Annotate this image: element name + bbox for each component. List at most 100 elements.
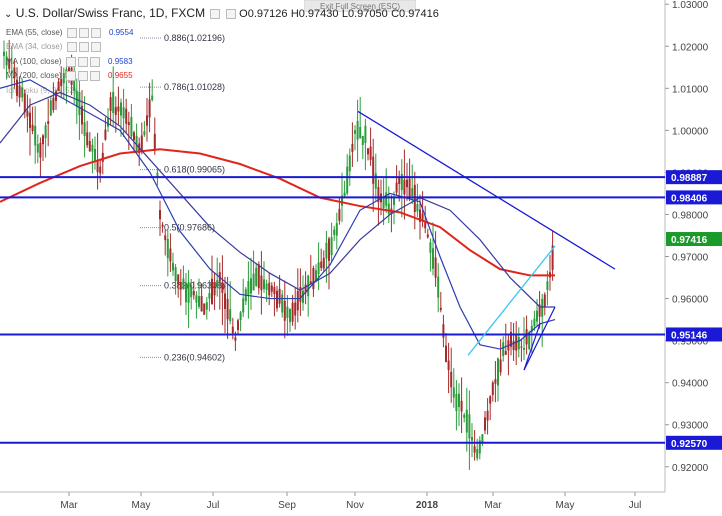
settings-icon[interactable] [78, 28, 89, 38]
candle-body [60, 79, 63, 87]
price-level-badge [666, 327, 722, 342]
indicator-ema55[interactable]: EMA (55, close) 0.9554 [6, 28, 133, 38]
price-level-label: 0.92570 [671, 439, 708, 450]
candle-body [523, 348, 525, 350]
candle-body [512, 340, 515, 351]
eye-icon[interactable] [65, 71, 76, 81]
indicator-ema34[interactable]: EMA (34, close) [6, 42, 101, 52]
candle-body [338, 208, 341, 221]
candle-body [31, 124, 34, 131]
fib-level-label: 0.786(1.01028) [164, 82, 225, 92]
y-tick-label: 1.02000 [672, 42, 709, 53]
candle-body [268, 282, 271, 296]
candle-body [34, 125, 37, 146]
collapse-icon[interactable]: ⌄ [4, 9, 13, 20]
indicator-ma100[interactable]: MA (100, close) 0.9583 [6, 57, 133, 67]
candle-body [122, 107, 125, 119]
ohlc-close: C0.97416 [391, 8, 439, 20]
candle-body [179, 281, 182, 290]
eye-icon[interactable] [66, 42, 77, 52]
fib-level-label: 0.618(0.99065) [164, 165, 225, 175]
candle-body [260, 275, 263, 291]
indicator-label: MA (100, close) [6, 57, 62, 67]
candle-body [286, 306, 289, 318]
descending-trendline [357, 110, 616, 270]
candle-body [525, 329, 528, 345]
y-tick-label: 0.98000 [672, 210, 709, 221]
candle-body [263, 279, 265, 289]
candle-body [78, 91, 81, 116]
candle-body [213, 283, 216, 296]
candle-body [315, 270, 317, 282]
candle-body [231, 326, 234, 334]
candle-body [270, 285, 273, 292]
candle-body [148, 99, 151, 118]
close-icon[interactable] [90, 42, 101, 52]
indicator-value: 0.9583 [108, 57, 133, 67]
candle-body [143, 131, 146, 136]
candle-body [442, 324, 445, 338]
candle-body [86, 132, 89, 146]
y-tick-label: 0.96000 [672, 295, 709, 306]
candle-body [39, 142, 42, 158]
candle-body [387, 203, 390, 215]
candle-body [166, 239, 169, 259]
candle-body [439, 307, 442, 310]
eye-icon[interactable] [210, 8, 221, 19]
candle-body [101, 152, 104, 162]
x-tick-label: Mar [60, 500, 78, 511]
candle-body [322, 257, 325, 269]
candle-body [382, 196, 385, 209]
settings-icon[interactable] [225, 8, 236, 19]
candle-body [432, 248, 434, 269]
candle-body [203, 303, 206, 315]
candle-body [114, 107, 117, 115]
price-axis [665, 0, 722, 516]
indicator-ma200[interactable]: MA (200, close) 0.9655 [6, 71, 133, 81]
candle-body [278, 288, 281, 304]
candle-body [408, 178, 411, 199]
candle-body [146, 115, 148, 126]
candle-body [68, 67, 70, 73]
eye-icon[interactable] [66, 28, 77, 38]
ascending-trendline [467, 245, 556, 356]
x-tick-label: May [556, 500, 575, 511]
candle-body [192, 290, 195, 296]
indicator-ichimoku[interactable]: Ichimoku (9, 26, 52) [6, 86, 77, 95]
candle-body [413, 184, 416, 213]
close-icon[interactable] [90, 28, 101, 38]
candle-body [309, 281, 312, 284]
current-price-badge [666, 232, 722, 247]
candle-body [161, 224, 164, 227]
candle-body [16, 79, 18, 96]
candle-body [328, 238, 330, 261]
candle-body [411, 188, 414, 196]
price-level-badge [666, 190, 722, 205]
candle-body [302, 290, 304, 303]
eye-icon[interactable] [65, 57, 76, 67]
price-level-label: 0.98406 [671, 193, 708, 204]
chart-legend: ⌄ U.S. Dollar/Swiss Franc, 1D, FXCM O0.9… [4, 6, 439, 20]
candle-body [169, 248, 172, 262]
ohlc-high: H0.97430 [290, 8, 339, 20]
settings-icon[interactable] [78, 42, 89, 52]
candle-body [536, 310, 538, 322]
close-icon[interactable] [89, 57, 100, 67]
candle-body [36, 144, 39, 153]
candle-body [159, 210, 161, 220]
candle-body [182, 278, 185, 289]
close-icon[interactable] [89, 71, 100, 81]
candle-body [47, 121, 50, 124]
candle-body [450, 371, 453, 388]
exit-fullscreen-button[interactable]: Exit Full Screen (ESC) [304, 0, 416, 12]
candle-body [107, 118, 109, 127]
candle-body [372, 156, 375, 184]
candle-body [385, 192, 388, 206]
settings-icon[interactable] [77, 57, 88, 67]
candle-body [117, 106, 120, 112]
settings-icon[interactable] [77, 71, 88, 81]
candle-body [520, 346, 523, 348]
candle-body [13, 67, 16, 79]
